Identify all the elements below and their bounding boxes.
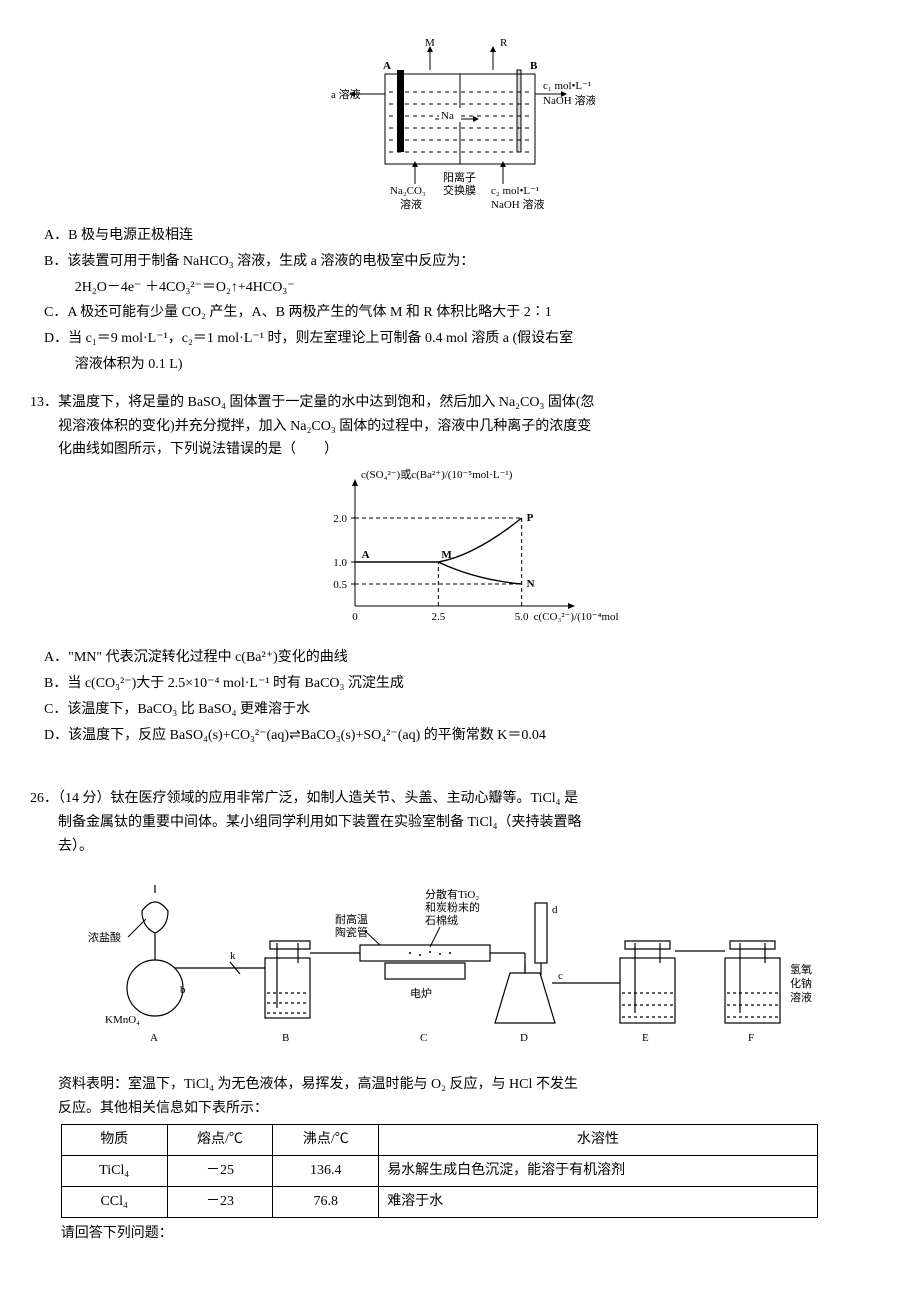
- table-header-row: 物质 熔点/℃ 沸点/℃ 水溶性: [61, 1125, 817, 1156]
- q26-stem-line3: 去）。: [30, 835, 890, 859]
- label-ceramic2: 陶瓷管: [335, 925, 368, 939]
- label-c2: c₂ mol•L⁻¹: [491, 185, 539, 197]
- q12-opt-B-line2: 2H₂O－4e⁻ ＋4CO₃²⁻＝O₂↑+4HCO₃⁻: [30, 276, 890, 300]
- q26-stem-line1: 26．（14 分）钛在医疗领域的应用非常广泛，如制人造关节、头盖、主动心瓣等。T…: [30, 787, 890, 811]
- label-a-sol: a 溶液: [331, 87, 361, 101]
- label-d: d: [552, 904, 558, 916]
- label-asb3: 石棉绒: [425, 913, 458, 927]
- svg-text:c(SO₄²⁻)或c(Ba²⁺)/(10⁻⁵mol·L⁻¹): c(SO₄²⁻)或c(Ba²⁺)/(10⁻⁵mol·L⁻¹): [361, 468, 513, 481]
- q13-opt-B: B．当 c(CO₃²⁻)大于 2.5×10⁻⁴ mol·L⁻¹ 时有 BaCO₃…: [30, 672, 890, 696]
- q12-opt-A: A．B 极与电源正极相连: [30, 224, 890, 248]
- label-furnace: 电炉: [410, 987, 432, 1000]
- label-k: k: [230, 950, 236, 962]
- svg-text:A: A: [362, 549, 370, 561]
- svg-text:2.0: 2.0: [333, 513, 347, 525]
- q13-stem-line2: 视溶液体积的变化)并充分搅拌，加入 Na₂CO₃ 固体的过程中，溶液中几种离子的…: [30, 415, 890, 439]
- label-asb1: 分散有TiO₂: [425, 887, 479, 901]
- label-membrane1: 阳离子: [443, 170, 476, 184]
- th-solubility: 水溶性: [379, 1125, 817, 1156]
- label-naoh-r: NaOH 溶液: [543, 93, 595, 107]
- label-naoh1: 氢氧: [790, 962, 812, 976]
- label-C: C: [420, 1032, 427, 1044]
- label-D: D: [520, 1032, 528, 1044]
- svg-text:0: 0: [352, 611, 358, 623]
- q26-after: 请回答下列问题：: [30, 1222, 890, 1246]
- label-naoh3: 溶液: [790, 990, 812, 1004]
- label-naoh-b: NaOH 溶液: [491, 197, 544, 211]
- svg-text:0.5: 0.5: [333, 579, 347, 591]
- q26-apparatus-figure: 浓盐酸 KMnO₄ k b 耐高温 陶瓷管 电炉 分散有TiO₂ 和炭粉末的 石…: [30, 863, 890, 1063]
- th-substance: 物质: [61, 1125, 167, 1156]
- th-bp: 沸点/℃: [273, 1125, 379, 1156]
- q12-opt-D-line2: 溶液体积为 0.1 L): [30, 353, 890, 377]
- q13-opt-A: A．"MN" 代表沉淀转化过程中 c(Ba²⁺)变化的曲线: [30, 646, 890, 670]
- label-c1: c₁ mol•L⁻¹: [543, 80, 591, 92]
- table-row: CCl₄ －23 76.8 难溶于水: [61, 1186, 817, 1217]
- label-hcl: 浓盐酸: [88, 930, 121, 944]
- label-M: M: [425, 37, 435, 49]
- substance-info-table: 物质 熔点/℃ 沸点/℃ 水溶性 TiCl₄ －25 136.4 易水解生成白色…: [61, 1124, 818, 1217]
- label-membrane2: 交换膜: [443, 183, 476, 197]
- label-c: c: [558, 970, 563, 982]
- label-asb2: 和炭粉末的: [425, 900, 480, 914]
- q26-note-line2: 反应。其他相关信息如下表所示：: [30, 1097, 890, 1121]
- q13-chart: 0.5 1.0 2.0 0 2.5 5.0 A M P Nc(SO₄²⁻)或c(Ba²⁺)/(10…: [30, 466, 890, 636]
- q26-note-line1: 资料表明：室温下，TiCl₄ 为无色液体，易挥发，高温时能与 O₂ 反应，与 H…: [30, 1073, 890, 1097]
- th-mp: 熔点/℃: [167, 1125, 273, 1156]
- lab-apparatus-diagram: 浓盐酸 KMnO₄ k b 耐高温 陶瓷管 电炉 分散有TiO₂ 和炭粉末的 石…: [80, 863, 840, 1063]
- q12-opt-D-line1: D．当 c₁＝9 mol·L⁻¹，c₂＝1 mol·L⁻¹ 时，则左室理论上可制…: [30, 327, 890, 351]
- svg-text:5.0: 5.0: [515, 611, 529, 623]
- q26: 26．（14 分）钛在医疗领域的应用非常广泛，如制人造关节、头盖、主动心瓣等。T…: [30, 787, 890, 858]
- q13-opt-D: D．该温度下，反应 BaSO₄(s)+CO₃²⁻(aq)⇌BaCO₃(s)+SO…: [30, 724, 890, 748]
- label-R: R: [500, 37, 508, 49]
- q26-stem-line2: 制备金属钛的重要中间体。某小组同学利用如下装置在实验室制备 TiCl₄（夹持装置…: [30, 811, 890, 835]
- label-ceramic1: 耐高温: [335, 912, 368, 926]
- label-kmno4: KMnO₄: [105, 1014, 140, 1026]
- q13: 13．某温度下，将足量的 BaSO₄ 固体置于一定量的水中达到饱和，然后加入 N…: [30, 391, 890, 462]
- label-b: b: [180, 984, 186, 996]
- svg-text:c(CO₃²⁻)/(10⁻⁴mol·L⁻¹): c(CO₃²⁻)/(10⁻⁴mol·L⁻¹): [534, 611, 620, 623]
- table-row: TiCl₄ －25 136.4 易水解生成白色沉淀，能溶于有机溶剂: [61, 1156, 817, 1187]
- svg-text:1.0: 1.0: [333, 557, 347, 569]
- concentration-curve-chart: 0.5 1.0 2.0 0 2.5 5.0 A M P Nc(SO₄²⁻)或c(Ba²⁺)/(10…: [300, 466, 620, 636]
- q13-stem-line1: 13．某温度下，将足量的 BaSO₄ 固体置于一定量的水中达到饱和，然后加入 N…: [30, 391, 890, 415]
- q13-opt-C: C．该温度下，BaCO₃ 比 BaSO₄ 更难溶于水: [30, 698, 890, 722]
- label-B: B: [530, 60, 538, 72]
- q13-stem-line3: 化曲线如图所示，下列说法错误的是（ ）: [30, 438, 890, 462]
- svg-text:M: M: [441, 549, 452, 561]
- q12-figure: M R A B a 溶液 Na c₁ mol•L⁻¹ NaOH 溶液 Na₂CO…: [30, 34, 890, 214]
- svg-text:N: N: [527, 578, 535, 590]
- q12-opt-C: C．A 极还可能有少量 CO₂ 产生，A、B 两极产生的气体 M 和 R 体积比…: [30, 301, 890, 325]
- label-naoh2: 化钠: [790, 976, 812, 990]
- svg-text:P: P: [527, 512, 534, 524]
- electrolysis-cell-diagram: M R A B a 溶液 Na c₁ mol•L⁻¹ NaOH 溶液 Na₂CO…: [325, 34, 595, 214]
- label-Na: Na: [441, 110, 454, 122]
- svg-text:2.5: 2.5: [431, 611, 445, 623]
- label-A: A: [150, 1032, 158, 1044]
- q12-opt-B-line1: B．该装置可用于制备 NaHCO₃ 溶液，生成 a 溶液的电极室中反应为：: [30, 250, 890, 274]
- label-na2co3: Na₂CO₃: [390, 185, 426, 197]
- label-sol: 溶液: [400, 197, 422, 211]
- label-F: F: [748, 1032, 754, 1044]
- label-E: E: [642, 1032, 649, 1044]
- label-A: A: [383, 60, 391, 72]
- label-B: B: [282, 1032, 289, 1044]
